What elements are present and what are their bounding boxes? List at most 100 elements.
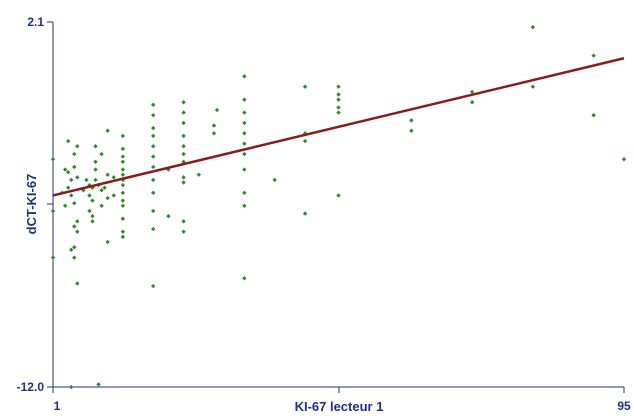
data-point-102 bbox=[242, 74, 247, 79]
data-point-85 bbox=[181, 180, 186, 185]
data-point-45 bbox=[105, 195, 110, 201]
data-point-20 bbox=[75, 175, 80, 180]
data-point-78 bbox=[181, 110, 186, 115]
data-point-19 bbox=[75, 144, 80, 149]
data-point-18 bbox=[72, 255, 77, 260]
data-point-52 bbox=[120, 159, 126, 164]
data-point-108 bbox=[336, 84, 341, 89]
data-point-7 bbox=[65, 169, 71, 175]
data-point-114 bbox=[409, 118, 414, 123]
data-point-15 bbox=[72, 201, 77, 206]
data-point-83 bbox=[181, 159, 186, 164]
data-point-36 bbox=[93, 177, 98, 183]
data-point-21 bbox=[75, 219, 80, 224]
data-point-39 bbox=[99, 151, 104, 157]
data-point-73 bbox=[151, 226, 156, 232]
data-point-49 bbox=[120, 133, 126, 139]
data-point-100 bbox=[242, 203, 247, 208]
data-point-60 bbox=[120, 216, 126, 221]
data-point-14 bbox=[72, 164, 77, 170]
data-point-99 bbox=[242, 190, 247, 196]
data-point-42 bbox=[102, 185, 107, 190]
data-point-48 bbox=[111, 193, 116, 198]
data-point-25 bbox=[84, 177, 89, 183]
data-point-93 bbox=[242, 110, 247, 115]
data-point-4 bbox=[62, 167, 68, 172]
data-point-91 bbox=[214, 107, 220, 113]
data-point-33 bbox=[93, 144, 98, 149]
data-point-97 bbox=[242, 151, 247, 157]
data-point-27 bbox=[87, 193, 92, 198]
data-point-64 bbox=[151, 112, 156, 118]
data-point-96 bbox=[242, 141, 247, 146]
data-point-107 bbox=[302, 211, 308, 216]
data-point-35 bbox=[93, 167, 98, 172]
data-point-57 bbox=[120, 190, 126, 196]
y-tick-label-max: 2.1 bbox=[27, 15, 44, 29]
y-tick-label-min: -12.0 bbox=[17, 380, 45, 394]
data-point-121 bbox=[591, 112, 596, 118]
data-point-69 bbox=[151, 164, 156, 170]
data-point-40 bbox=[99, 188, 104, 193]
data-point-92 bbox=[242, 97, 247, 102]
regression-line bbox=[52, 57, 625, 197]
data-point-50 bbox=[120, 146, 126, 152]
data-point-90 bbox=[211, 131, 217, 136]
data-point-6 bbox=[65, 138, 71, 144]
data-point-86 bbox=[181, 219, 186, 224]
data-point-122 bbox=[621, 156, 627, 162]
data-point-82 bbox=[181, 151, 186, 157]
data-point-12 bbox=[69, 384, 74, 390]
data-point-2 bbox=[50, 255, 56, 260]
data-point-41 bbox=[99, 203, 104, 208]
data-point-68 bbox=[151, 154, 156, 159]
data-point-54 bbox=[120, 172, 126, 177]
data-point-115 bbox=[409, 128, 414, 133]
y-axis-title: dCT-KI-67 bbox=[24, 174, 39, 235]
data-point-81 bbox=[181, 144, 186, 149]
data-point-23 bbox=[75, 281, 80, 286]
data-point-46 bbox=[105, 239, 110, 245]
data-point-74 bbox=[151, 283, 156, 289]
data-point-113 bbox=[336, 193, 341, 198]
data-point-32 bbox=[90, 219, 95, 224]
data-point-119 bbox=[530, 84, 536, 89]
data-point-66 bbox=[151, 133, 156, 139]
data-point-11 bbox=[69, 247, 74, 253]
data-point-94 bbox=[242, 120, 247, 126]
data-point-117 bbox=[469, 100, 475, 105]
data-point-67 bbox=[151, 144, 156, 149]
data-point-71 bbox=[151, 190, 156, 196]
data-point-88 bbox=[196, 172, 201, 177]
data-point-105 bbox=[302, 138, 308, 144]
x-tick-label-max: 95 bbox=[617, 399, 631, 413]
data-point-62 bbox=[120, 234, 126, 240]
data-point-98 bbox=[242, 167, 247, 172]
data-point-16 bbox=[72, 224, 77, 229]
data-point-79 bbox=[181, 120, 186, 126]
data-point-31 bbox=[90, 213, 95, 219]
data-point-116 bbox=[469, 89, 475, 95]
data-point-30 bbox=[90, 198, 95, 203]
data-point-56 bbox=[120, 182, 126, 188]
data-point-103 bbox=[272, 177, 277, 183]
data-point-76 bbox=[166, 213, 171, 219]
data-point-110 bbox=[336, 97, 341, 102]
data-point-87 bbox=[181, 229, 186, 234]
data-point-0 bbox=[50, 156, 56, 162]
data-point-17 bbox=[72, 245, 77, 250]
data-point-8 bbox=[65, 185, 71, 190]
data-point-61 bbox=[120, 229, 126, 234]
data-point-10 bbox=[69, 193, 74, 198]
data-point-1 bbox=[50, 208, 56, 214]
data-point-53 bbox=[120, 167, 126, 172]
data-point-47 bbox=[111, 175, 116, 180]
data-point-65 bbox=[151, 125, 156, 131]
data-point-77 bbox=[181, 100, 186, 105]
data-point-9 bbox=[69, 177, 74, 183]
data-point-5 bbox=[62, 203, 68, 208]
data-point-120 bbox=[591, 53, 596, 58]
data-point-51 bbox=[120, 154, 126, 159]
data-point-112 bbox=[336, 110, 341, 115]
